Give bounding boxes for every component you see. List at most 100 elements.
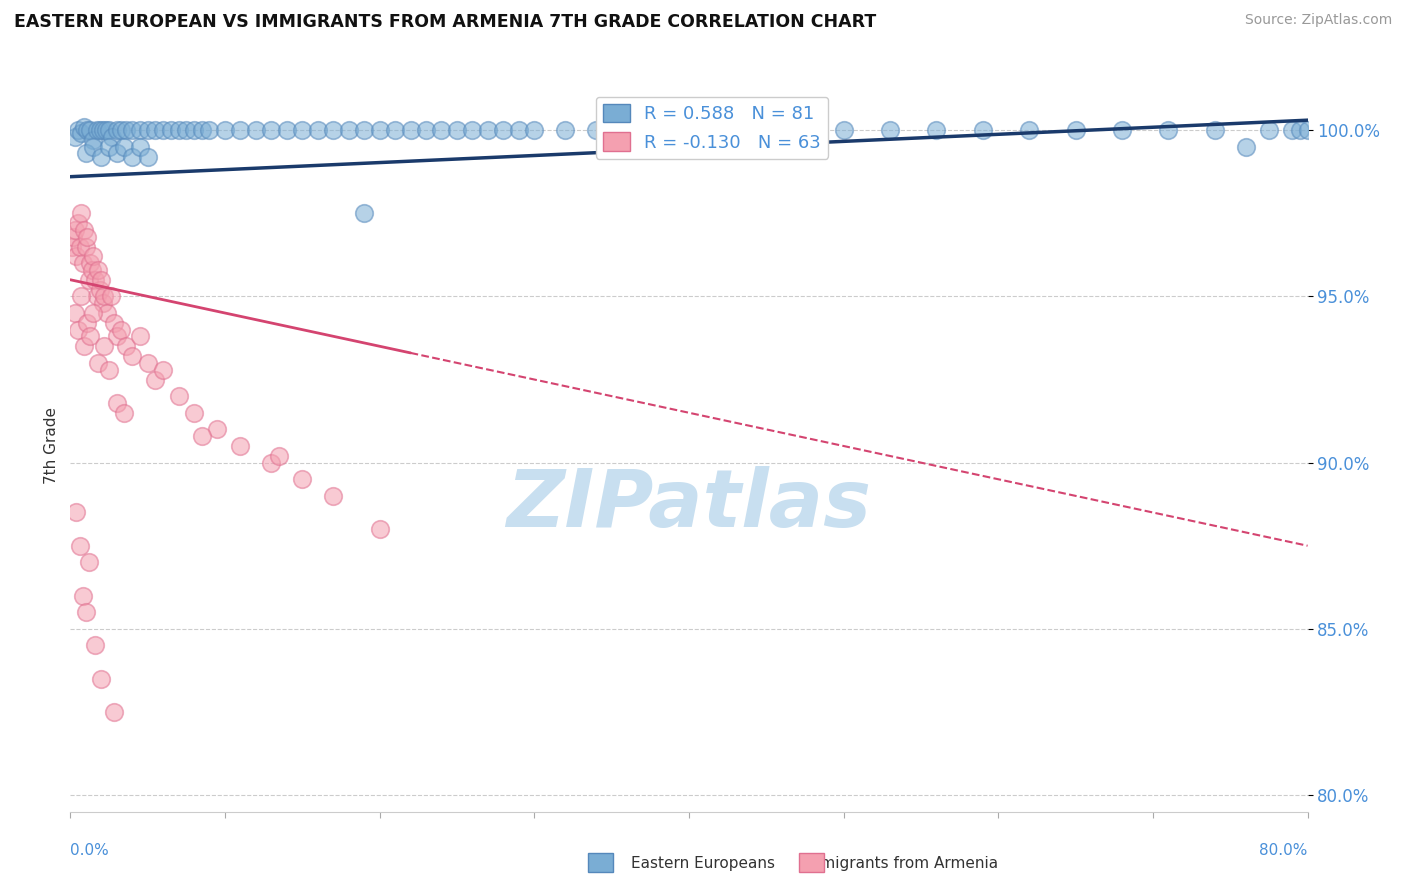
Point: [740, 123, 762, 137]
Point: [160, 123, 183, 137]
Point: [245, 123, 267, 137]
Point: [183, 123, 205, 137]
Point: [1281, 123, 1303, 137]
Point: [110, 323, 132, 337]
Point: [67, 323, 90, 337]
Text: Immigrants from Armenia: Immigrants from Armenia: [801, 856, 998, 871]
Point: [492, 123, 515, 137]
Point: [70, 127, 93, 141]
Point: [73, 223, 96, 237]
Point: [368, 522, 391, 536]
Point: [103, 705, 125, 719]
Point: [105, 396, 128, 410]
Point: [174, 123, 197, 137]
Point: [191, 429, 214, 443]
Point: [136, 356, 159, 370]
Point: [76, 316, 98, 330]
Point: [1018, 123, 1040, 137]
Point: [77, 555, 100, 569]
Point: [461, 123, 484, 137]
Point: [69, 539, 91, 553]
Point: [82, 306, 105, 320]
Point: [183, 406, 205, 420]
Point: [770, 123, 793, 137]
Point: [291, 472, 314, 486]
Point: [191, 123, 214, 137]
Point: [446, 123, 468, 137]
Point: [67, 123, 90, 137]
Point: [129, 140, 152, 154]
Point: [87, 356, 110, 370]
Point: [1204, 123, 1226, 137]
Point: [79, 256, 101, 270]
Point: [1296, 123, 1319, 137]
Point: [229, 439, 252, 453]
Point: [65, 250, 87, 264]
Point: [93, 339, 115, 353]
Point: [879, 123, 901, 137]
Point: [1111, 123, 1133, 137]
Point: [229, 123, 252, 137]
Point: [415, 123, 437, 137]
Point: [145, 123, 166, 137]
Point: [152, 362, 174, 376]
Point: [291, 123, 314, 137]
Point: [678, 123, 700, 137]
Point: [90, 150, 112, 164]
Point: [115, 123, 138, 137]
Point: [73, 120, 96, 134]
Text: Source: ZipAtlas.com: Source: ZipAtlas.com: [1244, 13, 1392, 28]
Point: [145, 372, 166, 386]
Point: [75, 239, 97, 253]
Point: [98, 123, 120, 137]
Point: [70, 289, 93, 303]
Point: [1289, 123, 1312, 137]
Point: [167, 389, 190, 403]
Point: [801, 123, 824, 137]
Point: [709, 123, 731, 137]
Point: [368, 123, 391, 137]
Point: [616, 123, 638, 137]
Point: [925, 123, 948, 137]
Point: [90, 672, 112, 686]
Point: [353, 206, 375, 220]
Point: [114, 140, 135, 154]
Legend: R = 0.588   N = 81, R = -0.130   N = 63: R = 0.588 N = 81, R = -0.130 N = 63: [596, 96, 828, 159]
Point: [63, 223, 86, 237]
Point: [121, 349, 143, 363]
Point: [399, 123, 422, 137]
Point: [96, 306, 118, 320]
Point: [105, 146, 128, 161]
Point: [430, 123, 453, 137]
Point: [80, 262, 103, 277]
Point: [67, 216, 90, 230]
Text: 80.0%: 80.0%: [1260, 843, 1308, 858]
Point: [267, 449, 291, 463]
Point: [1258, 123, 1281, 137]
Point: [136, 150, 159, 164]
Point: [82, 250, 105, 264]
Point: [167, 123, 190, 137]
Point: [89, 123, 111, 137]
Point: [63, 129, 86, 144]
Point: [89, 283, 111, 297]
Point: [72, 256, 94, 270]
Point: [103, 316, 125, 330]
Point: [84, 639, 107, 653]
Point: [76, 229, 98, 244]
Point: [101, 129, 124, 144]
Point: [79, 123, 101, 137]
Point: [65, 506, 87, 520]
Text: EASTERN EUROPEAN VS IMMIGRANTS FROM ARMENIA 7TH GRADE CORRELATION CHART: EASTERN EUROPEAN VS IMMIGRANTS FROM ARME…: [14, 13, 876, 31]
Point: [70, 206, 93, 220]
Point: [260, 123, 283, 137]
Point: [98, 362, 120, 376]
Point: [121, 150, 143, 164]
Point: [87, 262, 110, 277]
Point: [72, 589, 94, 603]
Point: [121, 123, 143, 137]
Point: [75, 605, 97, 619]
Point: [554, 123, 576, 137]
Point: [69, 239, 91, 253]
Point: [136, 123, 159, 137]
